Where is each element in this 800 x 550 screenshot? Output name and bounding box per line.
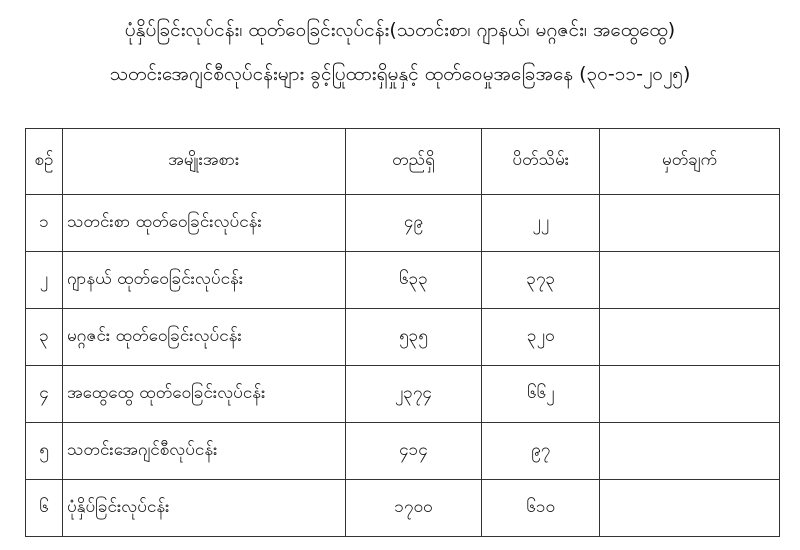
row-number: ၄ [25, 365, 63, 423]
table-row: ၃မဂ္ဂဇင်း ထုတ်ဝေခြင်းလုပ်ငန်း ၅၃၅ ၃၂၀ [25, 308, 780, 366]
row-number: ၆ [25, 479, 63, 537]
document-title-line-1: ပုံနှိပ်ခြင်းလုပ်ငန်း၊ ထုတ်ဝေခြင်းလုပ်ငန… [124, 19, 676, 41]
table-row: ၁သတင်းစာ ထုတ်ဝေခြင်းလုပ်ငန်း ၄၉ ၂၂ [25, 194, 780, 252]
row-closed: ၉၇ [481, 422, 601, 480]
row-type: အထွေထွေ ထုတ်ဝေခြင်းလုပ်ငန်း [61, 365, 346, 423]
row-number: ၂ [25, 251, 63, 309]
row-type: သတင်းအေဂျင်စီလုပ်ငန်း [61, 422, 346, 480]
header-remark: မှတ်ချက် [599, 128, 780, 195]
statistics-table: စဉ် အမျိုးအစား တည်ရှိ ပိတ်သိမ်း မှတ်ချက်… [25, 128, 780, 537]
table-row: ၂ဂျာနယ် ထုတ်ဝေခြင်းလုပ်ငန်း ၆၃၃ ၃၇၃ [25, 251, 780, 309]
row-number: ၁ [25, 194, 63, 252]
row-number: ၅ [25, 422, 63, 480]
row-closed: ၂၂ [481, 194, 601, 252]
table-row: ၄အထွေထွေ ထုတ်ဝေခြင်းလုပ်ငန်း ၂၃၇၄ ၆၆၂ [25, 365, 780, 423]
row-remark [599, 365, 780, 423]
row-closed: ၆၁၀ [481, 479, 601, 537]
row-closed: ၆၆၂ [481, 365, 601, 423]
row-closed: ၃၂၀ [481, 308, 601, 366]
row-existing: ၁၇၀၀ [344, 479, 483, 537]
row-existing: ၂၃၇၄ [344, 365, 483, 423]
table-row: ၅သတင်းအေဂျင်စီလုပ်ငန်း ၄၁၄ ၉၇ [25, 422, 780, 480]
row-existing: ၄၉ [344, 194, 483, 252]
row-remark [599, 308, 780, 366]
header-type: အမျိုးအစား [61, 128, 346, 195]
row-remark [599, 479, 780, 537]
header-closed: ပိတ်သိမ်း [481, 128, 601, 195]
row-closed: ၃၇၃ [481, 251, 601, 309]
row-remark [599, 194, 780, 252]
row-type: ဂျာနယ် ထုတ်ဝေခြင်းလုပ်ငန်း [61, 251, 346, 309]
document-title-line-2: သတင်းအေဂျင်စီလုပ်ငန်းများ ခွင့်ပြုထားရှိ… [109, 63, 691, 85]
header-no: စဉ် [25, 128, 63, 195]
row-existing: ၅၃၅ [344, 308, 483, 366]
row-existing: ၄၁၄ [344, 422, 483, 480]
row-remark [599, 251, 780, 309]
row-type: မဂ္ဂဇင်း ထုတ်ဝေခြင်းလုပ်ငန်း [61, 308, 346, 366]
table-header-row: စဉ် အမျိုးအစား တည်ရှိ ပိတ်သိမ်း မှတ်ချက် [25, 128, 780, 195]
row-remark [599, 422, 780, 480]
header-existing: တည်ရှိ [344, 128, 483, 195]
row-type: သတင်းစာ ထုတ်ဝေခြင်းလုပ်ငန်း [61, 194, 346, 252]
table-row: ၆ပုံနှိပ်ခြင်းလုပ်ငန်း ၁၇၀၀ ၆၁၀ [25, 479, 780, 537]
row-existing: ၆၃၃ [344, 251, 483, 309]
row-number: ၃ [25, 308, 63, 366]
row-type: ပုံနှိပ်ခြင်းလုပ်ငန်း [61, 479, 346, 537]
